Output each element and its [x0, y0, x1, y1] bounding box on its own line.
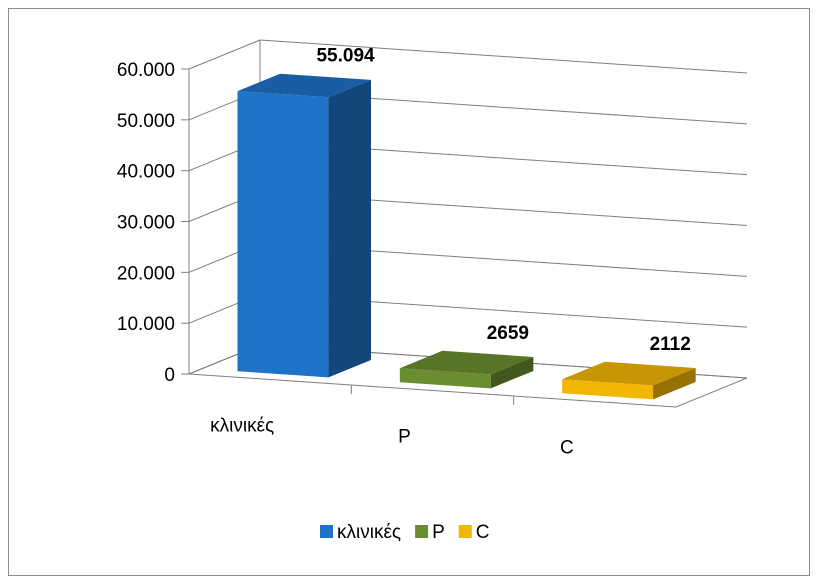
chart-frame: [8, 8, 810, 576]
legend-entry-1: P: [415, 522, 445, 543]
legend-label: C: [476, 522, 490, 543]
legend-label: κλινικές: [337, 522, 401, 543]
bar-1: [399, 350, 534, 389]
x-category-label-2: C: [560, 438, 574, 459]
y-tick-label: 0: [164, 365, 175, 386]
bar-front-face: [237, 91, 329, 378]
legend-entry-0: κλινικές: [320, 522, 401, 543]
gridline-side: [188, 39, 261, 70]
legend: κλινικές P C: [320, 522, 490, 543]
x-category-label-1: P: [398, 427, 411, 448]
bar-0: [237, 73, 371, 378]
legend-label: P: [432, 522, 445, 543]
data-label-0: 55.094: [316, 46, 375, 67]
legend-swatch: [458, 525, 472, 538]
bar-front-face: [399, 368, 491, 389]
bar-side-face: [653, 367, 696, 400]
y-tick-label: 40.000: [117, 162, 175, 183]
bar-side-face: [490, 356, 534, 389]
bar-2: [562, 361, 696, 400]
x-category-label-0: κλινικές: [210, 416, 274, 437]
bars: [237, 73, 696, 400]
gridline-back: [259, 39, 748, 74]
data-labels: 55.094 2659 2112: [316, 46, 690, 355]
bar-side-face: [328, 79, 371, 378]
bar-top-face: [237, 73, 371, 98]
bar-top-face: [399, 350, 534, 375]
y-tick-label: 20.000: [117, 263, 175, 284]
bar-front-face: [562, 379, 654, 400]
y-tick-label: 10.000: [117, 314, 175, 335]
y-tick-label: 30.000: [117, 213, 175, 234]
y-tick-label: 60.000: [117, 60, 175, 81]
legend-swatch: [320, 525, 333, 538]
y-axis-tick-labels: 0 10.000 20.000 30.000 40.000 50.000 60.000: [117, 60, 175, 386]
y-tick-label: 50.000: [117, 111, 175, 132]
data-label-1: 2659: [487, 323, 529, 344]
legend-swatch: [415, 525, 429, 538]
x-axis-category-labels: κλινικές P C: [210, 416, 574, 459]
data-label-2: 2112: [650, 334, 691, 355]
bar-top-face: [562, 361, 696, 386]
legend-entry-2: C: [458, 522, 490, 543]
